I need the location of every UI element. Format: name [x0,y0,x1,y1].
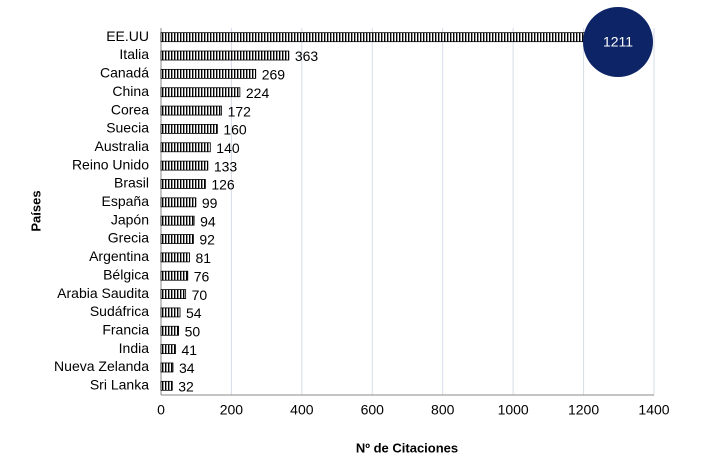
y-tick-label: Arabia Saudita [57,285,149,301]
y-tick-label: Reino Unido [72,156,149,172]
bar [160,197,197,208]
bar [160,50,290,61]
value-label: 99 [202,195,218,211]
x-tick-label: 800 [431,402,455,418]
bar [160,270,189,281]
value-label: 81 [196,250,212,266]
value-label: 94 [200,213,216,229]
bar [160,32,588,43]
y-tick-label: Sri Lanka [90,377,149,393]
bar [160,68,257,79]
bar [160,252,190,263]
bar [160,362,174,373]
value-label: 126 [211,177,235,193]
x-tick-label: 1200 [568,402,599,418]
y-tick-label: Italia [119,46,149,62]
bar [160,142,211,153]
bar [160,105,222,116]
x-axis-label: Nº de Citaciones [356,440,458,455]
value-label: 172 [228,103,252,119]
bar [160,179,206,189]
value-label: 50 [185,323,201,339]
bar [160,344,176,355]
x-tick-label: 1400 [638,402,669,418]
y-tick-label: España [102,193,150,209]
x-tick-label: 1000 [498,402,529,418]
y-tick-label: Grecia [108,230,149,246]
y-tick-label: EE.UU [106,28,149,44]
y-tick-label: Suecia [106,120,149,136]
value-label: 269 [262,67,286,83]
bar [160,215,195,226]
y-tick-label: Francia [102,321,149,337]
bar [160,380,173,391]
value-label: 133 [214,158,238,174]
bar [160,87,241,98]
bar [160,160,209,171]
y-tick-label: Argentina [89,248,149,264]
bar [160,325,180,336]
value-label: 41 [181,342,197,358]
y-axis-label: Países [28,190,43,231]
y-tick-label: Canadá [100,65,149,81]
bar [160,307,181,318]
y-tick-label: Sudáfrica [90,303,149,319]
value-label: 32 [178,379,194,395]
value-label: 54 [186,305,202,321]
value-label: 224 [246,85,270,101]
value-label: 70 [192,287,208,303]
value-label: 363 [295,48,319,64]
value-label: 1211 [603,34,633,50]
y-tick-label: China [112,83,149,99]
y-tick-label: Australia [95,138,150,154]
value-label: 140 [216,140,240,156]
y-tick-label: Nueva Zelanda [54,358,149,374]
x-tick-label: 600 [361,402,385,418]
y-tick-label: Corea [111,101,149,117]
y-tick-label: India [119,340,150,356]
x-tick-label: 400 [290,402,314,418]
y-tick-label: Brasil [114,175,149,191]
x-tick-label: 0 [157,402,165,418]
bar [160,124,218,134]
value-label: 160 [223,122,247,138]
bar [160,234,194,244]
y-tick-label: Japón [111,211,149,227]
bar [160,289,187,299]
value-label: 34 [179,360,195,376]
value-label: 76 [194,268,210,284]
y-tick-label: Bélgica [103,266,149,282]
highlight-circle [583,7,653,77]
x-tick-label: 200 [220,402,244,418]
value-label: 92 [199,232,215,248]
